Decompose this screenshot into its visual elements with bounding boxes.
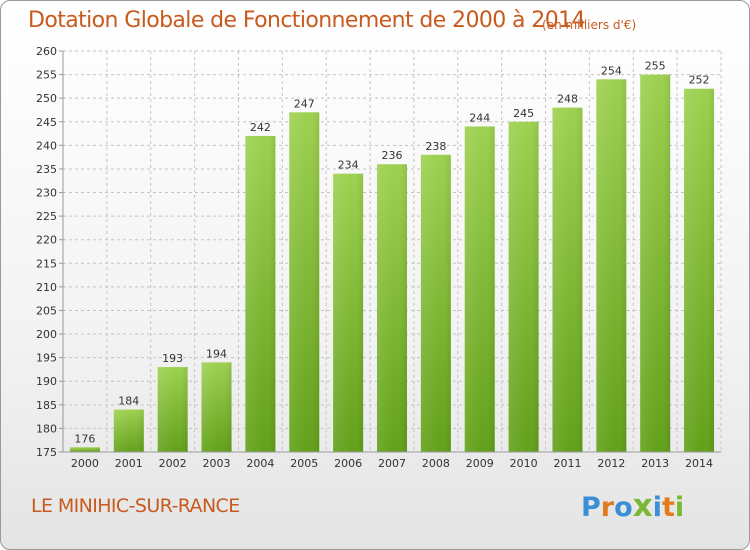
data-label: 236 [382,149,403,162]
bar-shade-2003 [201,362,232,452]
y-tick-label: 255 [36,69,57,82]
x-tick-label: 2011 [553,457,581,470]
data-label: 247 [294,97,315,110]
data-label: 193 [162,352,183,365]
y-tick-label: 250 [36,92,57,105]
y-tick-label: 205 [36,304,57,317]
bar-shade-2007 [377,164,407,453]
bar-shade-2014 [684,88,715,452]
y-tick-label: 180 [36,422,57,435]
data-label: 248 [557,93,578,106]
data-label: 254 [601,64,622,77]
y-tick-label: 210 [36,281,57,294]
x-tick-label: 2008 [422,457,450,470]
bar-shade-2010 [508,121,539,452]
y-tick-label: 260 [36,45,57,58]
x-tick-label: 2006 [334,457,362,470]
x-tick-label: 2004 [246,457,274,470]
y-tick-label: 235 [36,163,57,176]
y-tick-label: 185 [36,399,57,412]
y-tick-label: 225 [36,210,57,223]
x-tick-label: 2010 [510,457,538,470]
bar-shade-2011 [552,107,583,453]
y-tick-label: 200 [36,328,57,341]
x-tick-label: 2005 [290,457,318,470]
proxiti-logo: Proxiti [581,488,684,524]
commune-name: LE MINIHIC-SUR-RANCE [31,495,240,517]
y-tick-label: 245 [36,116,57,129]
bar-shade-2012 [596,79,627,453]
bar-shade-2004 [245,135,276,452]
x-tick-label: 2009 [466,457,494,470]
svg-text:Proxiti: Proxiti [581,488,684,524]
chart-unit: (en milliers d'€) [542,18,637,32]
data-label: 245 [513,107,534,120]
bar-shade-2001 [113,409,144,452]
data-label: 242 [250,121,271,134]
y-tick-label: 230 [36,187,57,200]
data-label: 184 [118,395,139,408]
bar-shade-2000 [69,447,100,452]
y-tick-label: 240 [36,139,57,152]
x-tick-label: 2013 [641,457,669,470]
data-label: 252 [689,74,710,87]
x-tick-label: 2007 [378,457,406,470]
bar-shade-2005 [289,112,320,453]
x-tick-label: 2014 [685,457,713,470]
data-label: 194 [206,347,227,360]
data-label: 244 [469,111,490,124]
data-label: 234 [338,159,359,172]
bar-shade-2008 [420,154,451,452]
data-label: 176 [74,432,95,445]
y-tick-label: 195 [36,352,57,365]
x-tick-label: 2012 [597,457,625,470]
y-tick-label: 190 [36,375,57,388]
bar-shade-2009 [464,126,495,452]
y-tick-label: 215 [36,257,57,270]
chart-title: Dotation Globale de Fonctionnement de 20… [28,8,586,33]
data-label: 238 [425,140,446,153]
x-tick-label: 2003 [203,457,231,470]
bar-shade-2006 [333,173,364,453]
x-tick-label: 2000 [71,457,99,470]
y-tick-label: 175 [36,446,57,459]
x-tick-label: 2001 [115,457,143,470]
x-tick-label: 2002 [159,457,187,470]
bar-shade-2013 [640,74,671,453]
y-tick-label: 220 [36,234,57,247]
bar-shade-2002 [157,367,188,452]
data-label: 255 [645,60,666,73]
